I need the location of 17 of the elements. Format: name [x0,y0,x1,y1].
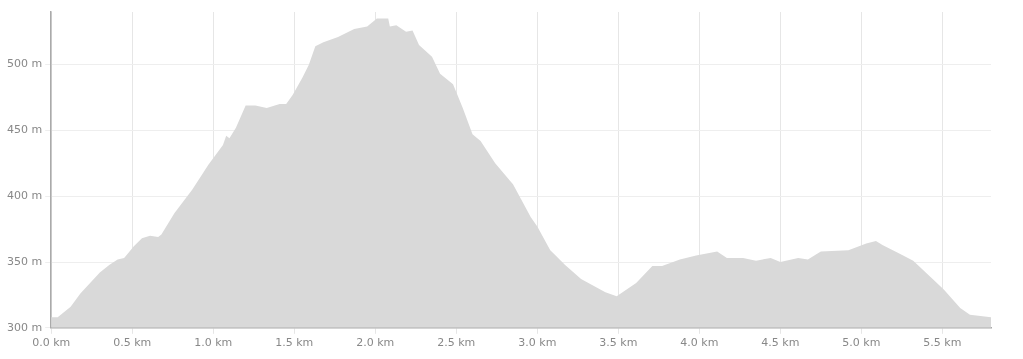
x-tick-label: 5.5 km [923,336,962,350]
x-tick-label: 0.5 km [113,336,152,350]
y-tick-label: 450 m [6,123,43,137]
x-tick-label: 3.0 km [518,336,557,350]
x-tick-label: 0.0 km [32,336,71,350]
x-tick-label: 3.5 km [599,336,638,350]
y-tick-label: 500 m [6,57,43,71]
y-tick-label: 400 m [6,189,43,203]
x-tick-label: 5.0 km [842,336,881,350]
x-tick-label: 2.5 km [437,336,476,350]
x-tick-label: 4.0 km [680,336,719,350]
x-tick-label: 2.0 km [356,336,395,350]
x-tick-label: 1.0 km [194,336,233,350]
x-tick-label: 4.5 km [761,336,800,350]
y-tick-label: 350 m [6,254,43,268]
x-tick-label: 1.5 km [275,336,314,350]
y-tick-label: 300 m [6,320,43,334]
